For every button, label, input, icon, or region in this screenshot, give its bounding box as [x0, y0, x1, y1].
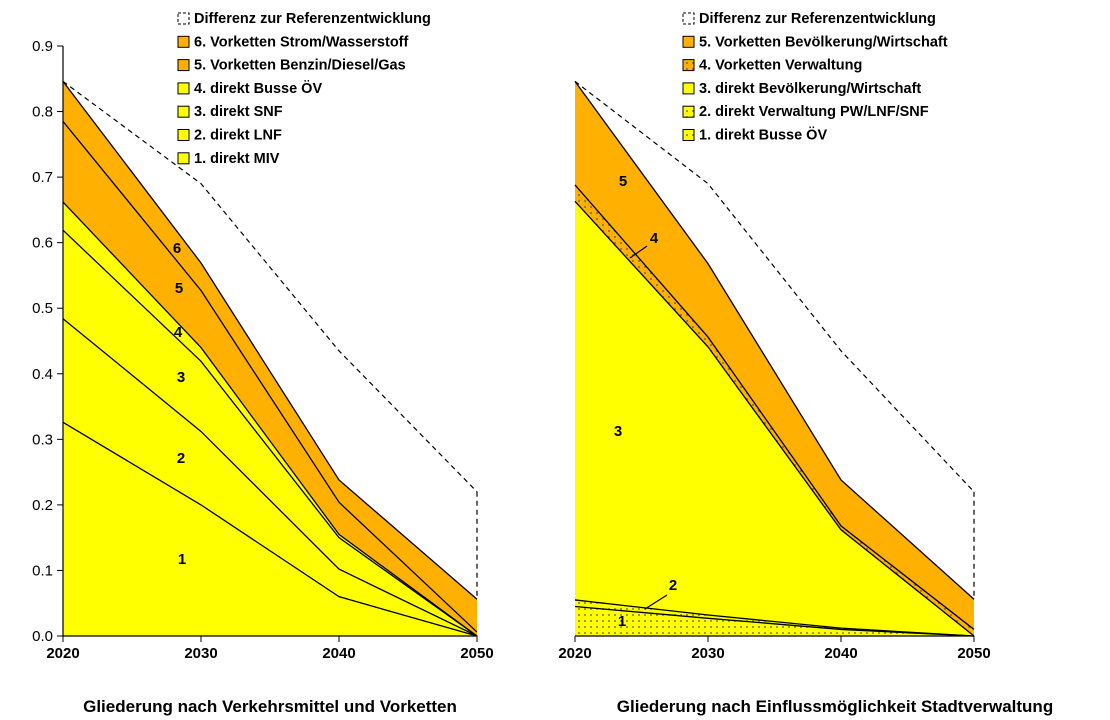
leader-right-2: [644, 594, 668, 610]
line-right-series-1: [574, 605, 975, 637]
y-tick-label-0.8: 0.8: [32, 104, 53, 121]
line-right-series-2: [574, 599, 975, 637]
legend-label-right-5: 1. direkt Busse ÖV: [699, 127, 827, 144]
legend-label-left-2: 5. Vorketten Benzin/Diesel/Gas: [194, 58, 406, 74]
area-left-series-3: [63, 230, 477, 636]
line-left-series-2: [62, 318, 478, 637]
x-tick-label-right-2020: 2020: [558, 645, 591, 662]
y-tick-label-0.6: 0.6: [32, 235, 53, 252]
line-right-series-5: [574, 81, 975, 600]
area-right-series-3: [575, 201, 974, 636]
legend-swatch-left-2: [177, 59, 190, 72]
x-tick-label-left-2050: 2050: [460, 645, 493, 662]
band-label-right-3: 3: [614, 423, 622, 440]
legend-label-right-4: 2. direkt Verwaltung PW/LNF/SNF: [699, 104, 929, 120]
band-label-right-2: 2: [669, 577, 677, 594]
band-label-right-4: 4: [650, 230, 659, 247]
area-left-series-6: [63, 81, 477, 633]
band-label-right-1: 1: [618, 613, 626, 630]
y-tick-label-0.1: 0.1: [32, 562, 53, 579]
area-left-series-1: [63, 422, 477, 636]
legend-swatch-left-1: [177, 35, 190, 48]
legend-swatch-right-2: [682, 59, 695, 72]
y-tick-label-0.2: 0.2: [32, 497, 53, 514]
line-left-series-4: [62, 201, 478, 637]
x-tick-label-left-2040: 2040: [322, 645, 355, 662]
legend-label-right-3: 3. direkt Bevölkerung/Wirtschaft: [699, 81, 921, 97]
legend-swatch-right-4: [682, 105, 695, 118]
line-left-series-5: [62, 120, 478, 633]
legend-swatch-right-3: [682, 82, 695, 95]
legend-swatch-right-reference: [682, 12, 695, 25]
x-tick-label-right-2040: 2040: [824, 645, 857, 662]
line-right-series-3: [574, 200, 975, 637]
legend-left: Differenz zur Referenzentwicklung 6. Vork…: [177, 11, 431, 167]
legend-swatch-left-3: [177, 82, 190, 95]
x-tick-label-left-2020: 2020: [46, 645, 79, 662]
band-label-left-2: 2: [177, 450, 185, 467]
legend-swatch-left-4: [177, 105, 190, 118]
legend-label-left-5: 2. direkt LNF: [194, 128, 282, 144]
legend-label-left-3: 4. direkt Busse ÖV: [194, 80, 322, 97]
band-label-left-1: 1: [178, 551, 186, 568]
line-right-series-4: [574, 184, 975, 630]
legend-swatch-left-6: [177, 152, 190, 165]
area-right-series-1: [575, 606, 974, 636]
band-label-right-5: 5: [619, 173, 627, 190]
y-tick-label-0.4: 0.4: [32, 366, 53, 383]
band-label-left-3: 3: [177, 369, 185, 386]
y-tick-label-0.3: 0.3: [32, 431, 53, 448]
chart-left: 2020 2030 2040 2050 0.0 0.1 0.2 0.3 0.4 0.5 0.6 0.7…: [32, 11, 494, 716]
legend-label-right-1: 5. Vorketten Bevölkerung/Wirtschaft: [699, 34, 948, 50]
y-tick-label-0.9: 0.9: [32, 38, 53, 55]
legend-swatch-left-5: [177, 129, 190, 141]
line-left-series-3: [62, 229, 478, 637]
legend-label-left-1: 6. Vorketten Strom/Wasserstoff: [194, 34, 408, 50]
y-tick-label-0.7: 0.7: [32, 169, 53, 186]
legend-swatch-right-5: [682, 129, 695, 141]
band-label-left-4: 4: [174, 324, 183, 341]
legend-label-left-6: 1. direkt MIV: [194, 151, 280, 167]
chart-right: 2020 2030 2040 2050 1 2 3 4 5 Differenz zur Ref…: [558, 11, 1053, 716]
legend-label-right-0: Differenz zur Referenzentwicklung: [699, 11, 936, 27]
legend-swatch-left-reference: [177, 12, 190, 25]
y-tick-label-0.0: 0.0: [32, 628, 53, 645]
line-left-reference: [62, 80, 478, 493]
y-tick-label-0.5: 0.5: [32, 300, 53, 317]
line-left-series-6: [62, 81, 478, 600]
line-right-reference: [574, 80, 975, 493]
leader-right-4: [629, 245, 648, 259]
x-tick-label-right-2050: 2050: [957, 645, 990, 662]
band-label-left-5: 5: [175, 280, 183, 297]
area-left-series-5: [63, 121, 477, 636]
chart-caption-left: Gliederung nach Verkehrsmittel und Vorke…: [83, 697, 457, 716]
band-label-left-6: 6: [173, 240, 181, 257]
legend-right: Differenz zur Referenzentwicklung 5. Vork…: [682, 11, 948, 144]
legend-label-left-4: 3. direkt SNF: [194, 104, 283, 120]
legend-label-right-2: 4. Vorketten Verwaltung: [699, 58, 862, 74]
x-tick-label-right-2030: 2030: [691, 645, 724, 662]
legend-label-left-0: Differenz zur Referenzentwicklung: [194, 11, 431, 27]
chart-caption-right: Gliederung nach Einflussmöglichkeit Stad…: [617, 697, 1053, 716]
line-left-series-1: [62, 421, 478, 637]
legend-swatch-right-1: [682, 35, 695, 48]
x-tick-label-left-2030: 2030: [184, 645, 217, 662]
